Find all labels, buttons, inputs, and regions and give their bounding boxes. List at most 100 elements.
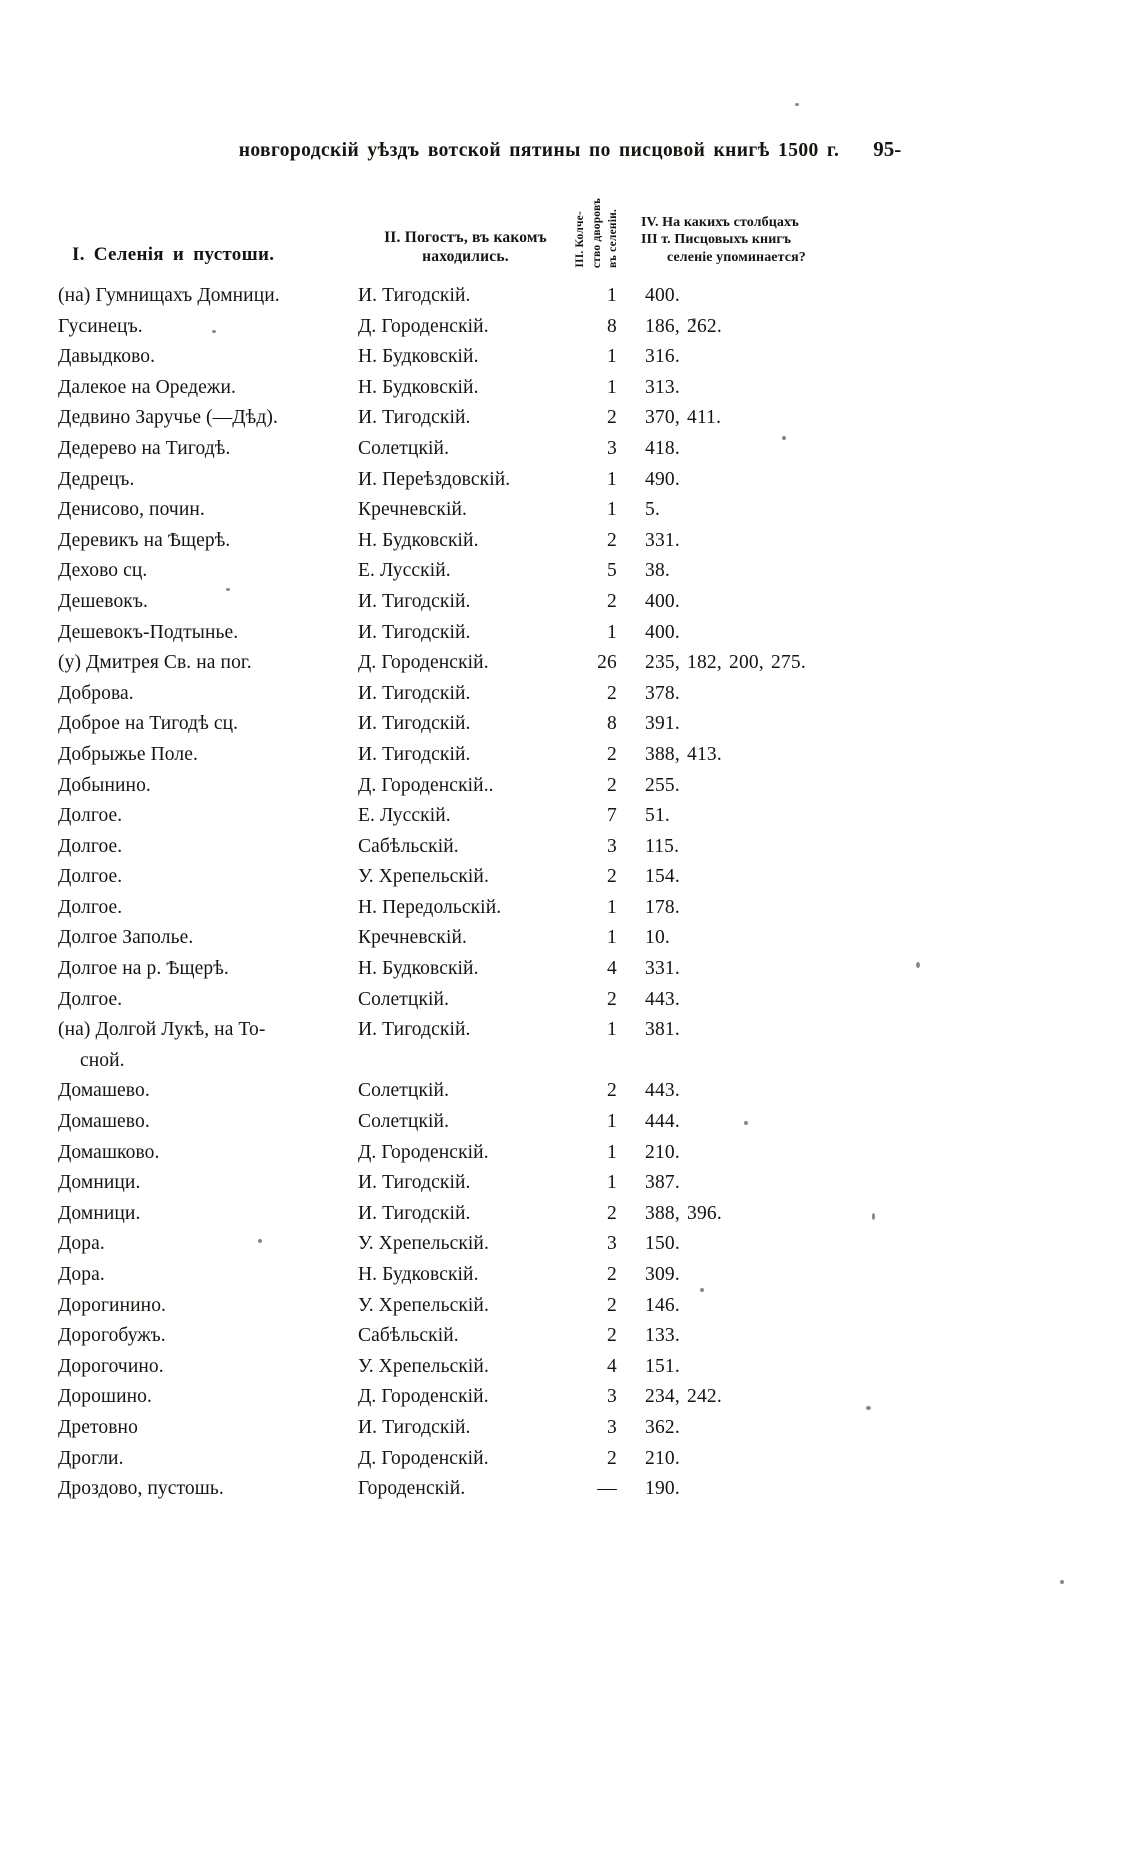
table-row: Далекое на Оредежи. Н. Будковскій. 1 313.: [58, 373, 1082, 404]
table-row: Долгое. Солетцкій. 2 443.: [58, 985, 1082, 1016]
cell-yard-count: 4: [607, 1355, 617, 1377]
table-row: Дехово сц. Е. Лусскій. 5 38.: [58, 556, 1082, 587]
cell-yard-count: 2: [607, 1080, 617, 1102]
cell-parish: Солетцкій.: [358, 1111, 450, 1133]
cell-references: 387.: [645, 1172, 680, 1194]
cell-settlement-name: Долгое.: [58, 805, 123, 827]
cell-parish: И. Тигодскій.: [358, 285, 471, 306]
cell-parish: Н. Будковскій.: [358, 958, 479, 980]
cell-parish: Д. Городенскій..: [358, 774, 494, 796]
cell-references: 178.: [645, 896, 680, 918]
cell-yard-count: 26: [597, 652, 617, 674]
cell-settlement-name: Дора.: [58, 1264, 105, 1285]
cell-settlement-name: Дешевокъ-Подтынье.: [58, 621, 239, 643]
cell-references: 115.: [645, 835, 680, 857]
cell-parish: Е. Лусскій.: [358, 560, 451, 582]
table-row: Долгое. Н. Передольскій. 1 178.: [58, 893, 1082, 924]
cell-references: 316.: [645, 346, 680, 368]
cell-references: 133.: [645, 1325, 680, 1347]
cell-settlement-name: Добрыжье Поле.: [58, 743, 198, 765]
cell-settlement-name: Дрогли.: [58, 1447, 124, 1469]
column-header-parish: II. Погостъ, въ какомъ находились.: [358, 186, 573, 272]
column-header-parish-line2: находились.: [422, 247, 509, 265]
cell-settlement-name-continuation: сной.: [80, 1049, 125, 1071]
cell-parish: Солетцкій.: [358, 988, 450, 1010]
cell-parish: Е. Лусскій.: [358, 805, 451, 827]
cell-references: 418.: [645, 437, 680, 459]
table-row: (на) Долгой Лукѣ, на То-сной. И. Тигодскі…: [58, 1015, 1082, 1076]
cell-yard-count: 1: [607, 896, 617, 918]
cell-references: 362.: [645, 1416, 680, 1438]
cell-references: 190.: [645, 1478, 680, 1500]
cell-yard-count: 2: [607, 529, 617, 551]
table-row: Долгое. У. Хрепельскій. 2 154.: [58, 862, 1082, 893]
cell-settlement-name: Добынино.: [58, 774, 151, 796]
cell-parish: Кречневскій.: [358, 499, 467, 521]
cell-yard-count: 1: [607, 346, 617, 368]
cell-parish: Н. Будковскій.: [358, 529, 479, 551]
page-number: 95-: [873, 137, 902, 161]
column-header-references-line3: селеніе упоминается?: [667, 249, 806, 265]
table-row: Домашево. Солетцкій. 1 444.: [58, 1107, 1082, 1138]
cell-settlement-name: Дедвино Заручье (—Дѣд).: [58, 407, 278, 429]
cell-settlement-name: Гусинецъ.: [58, 315, 143, 337]
table-row: Дорогочино. У. Хрепельскій. 4 151.: [58, 1352, 1082, 1383]
cell-settlement-name: Дорогочино.: [58, 1355, 164, 1377]
cell-settlement-name: Денисово, почин.: [58, 499, 205, 521]
cell-parish: Н. Будковскій.: [358, 346, 479, 368]
table-header: I. Селенія и пустоши. II. Погостъ, въ ка…: [58, 186, 1082, 272]
cell-settlement-name: Домници.: [58, 1202, 141, 1224]
table-row: Добынино. Д. Городенскій.. 2 255.: [58, 771, 1082, 802]
cell-references: 5.: [645, 499, 661, 521]
cell-parish: Н. Будковскій.: [358, 1264, 479, 1285]
scan-speck: [1060, 1580, 1064, 1584]
cell-parish: Д. Городенскій.: [358, 1141, 489, 1163]
cell-parish: Д. Городенскій.: [358, 315, 489, 337]
cell-yard-count: 1: [607, 376, 617, 398]
cell-references: 388, 396.: [645, 1202, 722, 1224]
cell-parish: И. Тигодскій.: [358, 743, 471, 765]
cell-settlement-name: Дора.: [58, 1233, 105, 1255]
table-row: Дедрецъ. И. Переѣздовскій. 1 490.: [58, 465, 1082, 496]
cell-parish: Городенскій.: [358, 1478, 466, 1500]
cell-parish: У. Хрепельскій.: [358, 1233, 489, 1255]
cell-references: 400.: [645, 621, 680, 643]
cell-settlement-name: (у) Дмитрея Св. на пог.: [58, 652, 252, 674]
cell-yard-count: 4: [607, 958, 617, 980]
cell-parish: Сабѣльскій.: [358, 835, 459, 857]
cell-parish: Сабѣльскій.: [358, 1325, 459, 1347]
cell-settlement-name: Домашево.: [58, 1080, 150, 1102]
cell-settlement-name: Домници.: [58, 1172, 141, 1194]
column-header-yards: III. Колче- ство дворовъ въ селеніи.: [573, 186, 635, 272]
cell-references: 38.: [645, 560, 670, 582]
cell-settlement-name: Дехово сц.: [58, 560, 148, 582]
cell-yard-count: 7: [607, 805, 617, 827]
cell-parish: И. Тигодскій.: [358, 713, 471, 735]
cell-yard-count: 2: [607, 407, 617, 429]
column-header-references-line2: III т. Писцовыхъ книгъ: [641, 232, 792, 247]
cell-yard-count: 1: [607, 1111, 617, 1133]
cell-yard-count: 2: [607, 743, 617, 765]
table-row: Дедвино Заручье (—Дѣд). И. Тигодскій. 2 370…: [58, 403, 1082, 434]
cell-parish: Солетцкій.: [358, 1080, 450, 1102]
cell-references: 388, 413.: [645, 743, 722, 765]
scan-speck: [226, 588, 230, 591]
cell-yard-count: 1: [607, 1019, 617, 1041]
column-header-settlements: I. Селенія и пустоши.: [72, 244, 275, 265]
cell-references: 255.: [645, 774, 680, 796]
cell-references: 186, 262.: [645, 315, 722, 337]
cell-settlement-name: Дешевокъ.: [58, 590, 149, 612]
scan-speck: [700, 1288, 704, 1292]
cell-settlement-name: (на) Долгой Лукѣ, на То-сной.: [58, 1015, 358, 1076]
table-row: Дрогли. Д. Городенскій. 2 210.: [58, 1444, 1082, 1475]
index-table-wrapper: I. Селенія и пустоши. II. Погостъ, въ ка…: [58, 186, 1082, 1505]
cell-yard-count: 1: [607, 468, 617, 490]
cell-yard-count: 3: [607, 1233, 617, 1255]
cell-yard-count: 3: [607, 437, 617, 459]
cell-settlement-name: Долгое.: [58, 866, 123, 888]
cell-yard-count: 1: [607, 285, 617, 306]
cell-references: 331.: [645, 958, 680, 980]
scan-speck: [866, 1406, 871, 1410]
scan-speck: [258, 1239, 262, 1243]
cell-references: 400.: [645, 590, 680, 612]
